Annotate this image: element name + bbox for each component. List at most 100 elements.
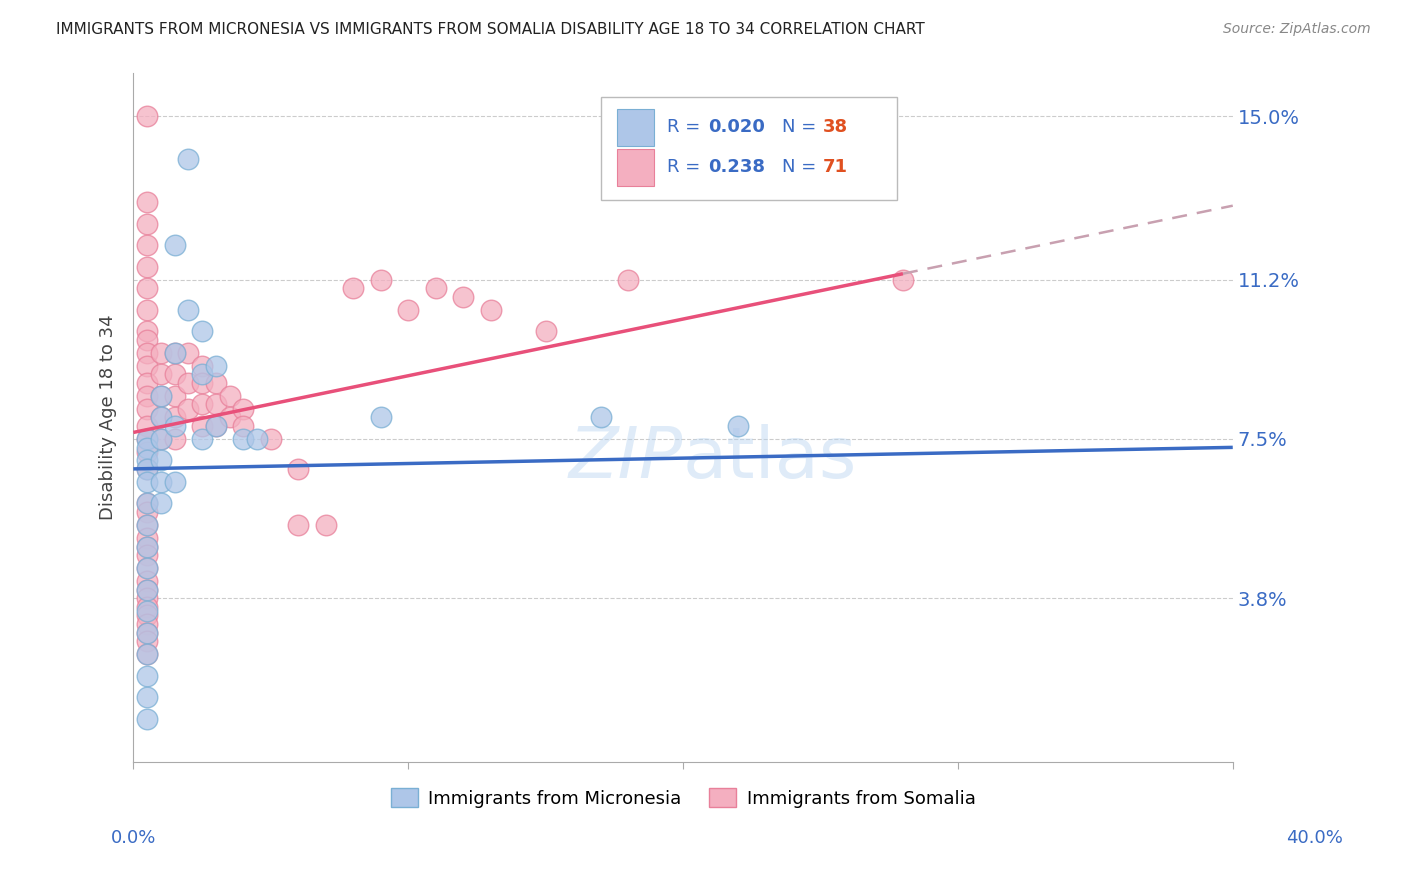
- Point: [204, 419, 226, 434]
- Text: 40.0%: 40.0%: [1286, 829, 1343, 847]
- Point: [479, 302, 502, 317]
- Point: [246, 432, 269, 446]
- Point: [232, 432, 254, 446]
- Point: [136, 604, 159, 618]
- Point: [149, 432, 172, 446]
- Point: [136, 540, 159, 554]
- Text: 0.020: 0.020: [709, 118, 765, 136]
- Point: [136, 625, 159, 640]
- Point: [136, 582, 159, 597]
- Point: [136, 109, 159, 123]
- Point: [136, 496, 159, 510]
- Point: [136, 712, 159, 726]
- Point: [315, 518, 337, 533]
- Point: [534, 324, 557, 338]
- Point: [136, 238, 159, 252]
- Point: [163, 432, 186, 446]
- Point: [136, 260, 159, 274]
- Point: [136, 281, 159, 295]
- Point: [136, 401, 159, 416]
- Point: [149, 453, 172, 467]
- Text: ZIP: ZIP: [568, 425, 683, 493]
- Point: [136, 333, 159, 347]
- Point: [149, 368, 172, 382]
- Point: [342, 281, 364, 295]
- Point: [136, 462, 159, 476]
- Point: [136, 518, 159, 533]
- Point: [287, 518, 309, 533]
- Text: IMMIGRANTS FROM MICRONESIA VS IMMIGRANTS FROM SOMALIA DISABILITY AGE 18 TO 34 CO: IMMIGRANTS FROM MICRONESIA VS IMMIGRANTS…: [56, 22, 925, 37]
- Point: [136, 505, 159, 519]
- Point: [287, 462, 309, 476]
- Point: [136, 561, 159, 575]
- Point: [136, 453, 159, 467]
- Point: [232, 419, 254, 434]
- Point: [149, 410, 172, 425]
- Text: 0.238: 0.238: [709, 158, 765, 177]
- Point: [136, 561, 159, 575]
- Point: [163, 389, 186, 403]
- Point: [191, 432, 214, 446]
- Point: [163, 346, 186, 360]
- Point: [191, 376, 214, 390]
- Point: [589, 410, 612, 425]
- Point: [204, 397, 226, 411]
- Point: [163, 368, 186, 382]
- Point: [163, 238, 186, 252]
- Point: [177, 302, 200, 317]
- Point: [136, 617, 159, 632]
- Point: [136, 432, 159, 446]
- Point: [260, 432, 283, 446]
- Point: [136, 540, 159, 554]
- Point: [136, 359, 159, 373]
- Point: [149, 496, 172, 510]
- Point: [451, 290, 474, 304]
- Text: N =: N =: [782, 158, 823, 177]
- Text: Source: ZipAtlas.com: Source: ZipAtlas.com: [1223, 22, 1371, 37]
- Point: [177, 346, 200, 360]
- Point: [191, 324, 214, 338]
- Point: [136, 376, 159, 390]
- Y-axis label: Disability Age 18 to 34: Disability Age 18 to 34: [100, 315, 117, 520]
- Point: [136, 647, 159, 661]
- Point: [149, 346, 172, 360]
- Point: [149, 389, 172, 403]
- FancyBboxPatch shape: [617, 149, 654, 186]
- Point: [136, 419, 159, 434]
- Point: [177, 401, 200, 416]
- Point: [163, 419, 186, 434]
- Point: [177, 152, 200, 166]
- Point: [136, 462, 159, 476]
- Text: R =: R =: [666, 158, 706, 177]
- Legend: Immigrants from Micronesia, Immigrants from Somalia: Immigrants from Micronesia, Immigrants f…: [384, 780, 983, 814]
- Point: [136, 548, 159, 562]
- Text: atlas: atlas: [683, 425, 858, 493]
- Point: [136, 582, 159, 597]
- Point: [136, 475, 159, 489]
- Point: [136, 389, 159, 403]
- Point: [136, 668, 159, 682]
- Point: [136, 634, 159, 648]
- Point: [425, 281, 447, 295]
- Point: [163, 346, 186, 360]
- Point: [218, 410, 240, 425]
- Point: [136, 591, 159, 606]
- Point: [204, 419, 226, 434]
- Point: [136, 625, 159, 640]
- Point: [136, 432, 159, 446]
- Point: [136, 217, 159, 231]
- Point: [136, 690, 159, 705]
- Point: [136, 531, 159, 545]
- Text: 0.0%: 0.0%: [111, 829, 156, 847]
- Point: [232, 401, 254, 416]
- Point: [136, 324, 159, 338]
- Point: [149, 475, 172, 489]
- Point: [136, 195, 159, 210]
- Point: [218, 389, 240, 403]
- Point: [136, 302, 159, 317]
- Point: [136, 441, 159, 455]
- Point: [136, 608, 159, 623]
- Point: [177, 376, 200, 390]
- Point: [396, 302, 419, 317]
- Point: [204, 359, 226, 373]
